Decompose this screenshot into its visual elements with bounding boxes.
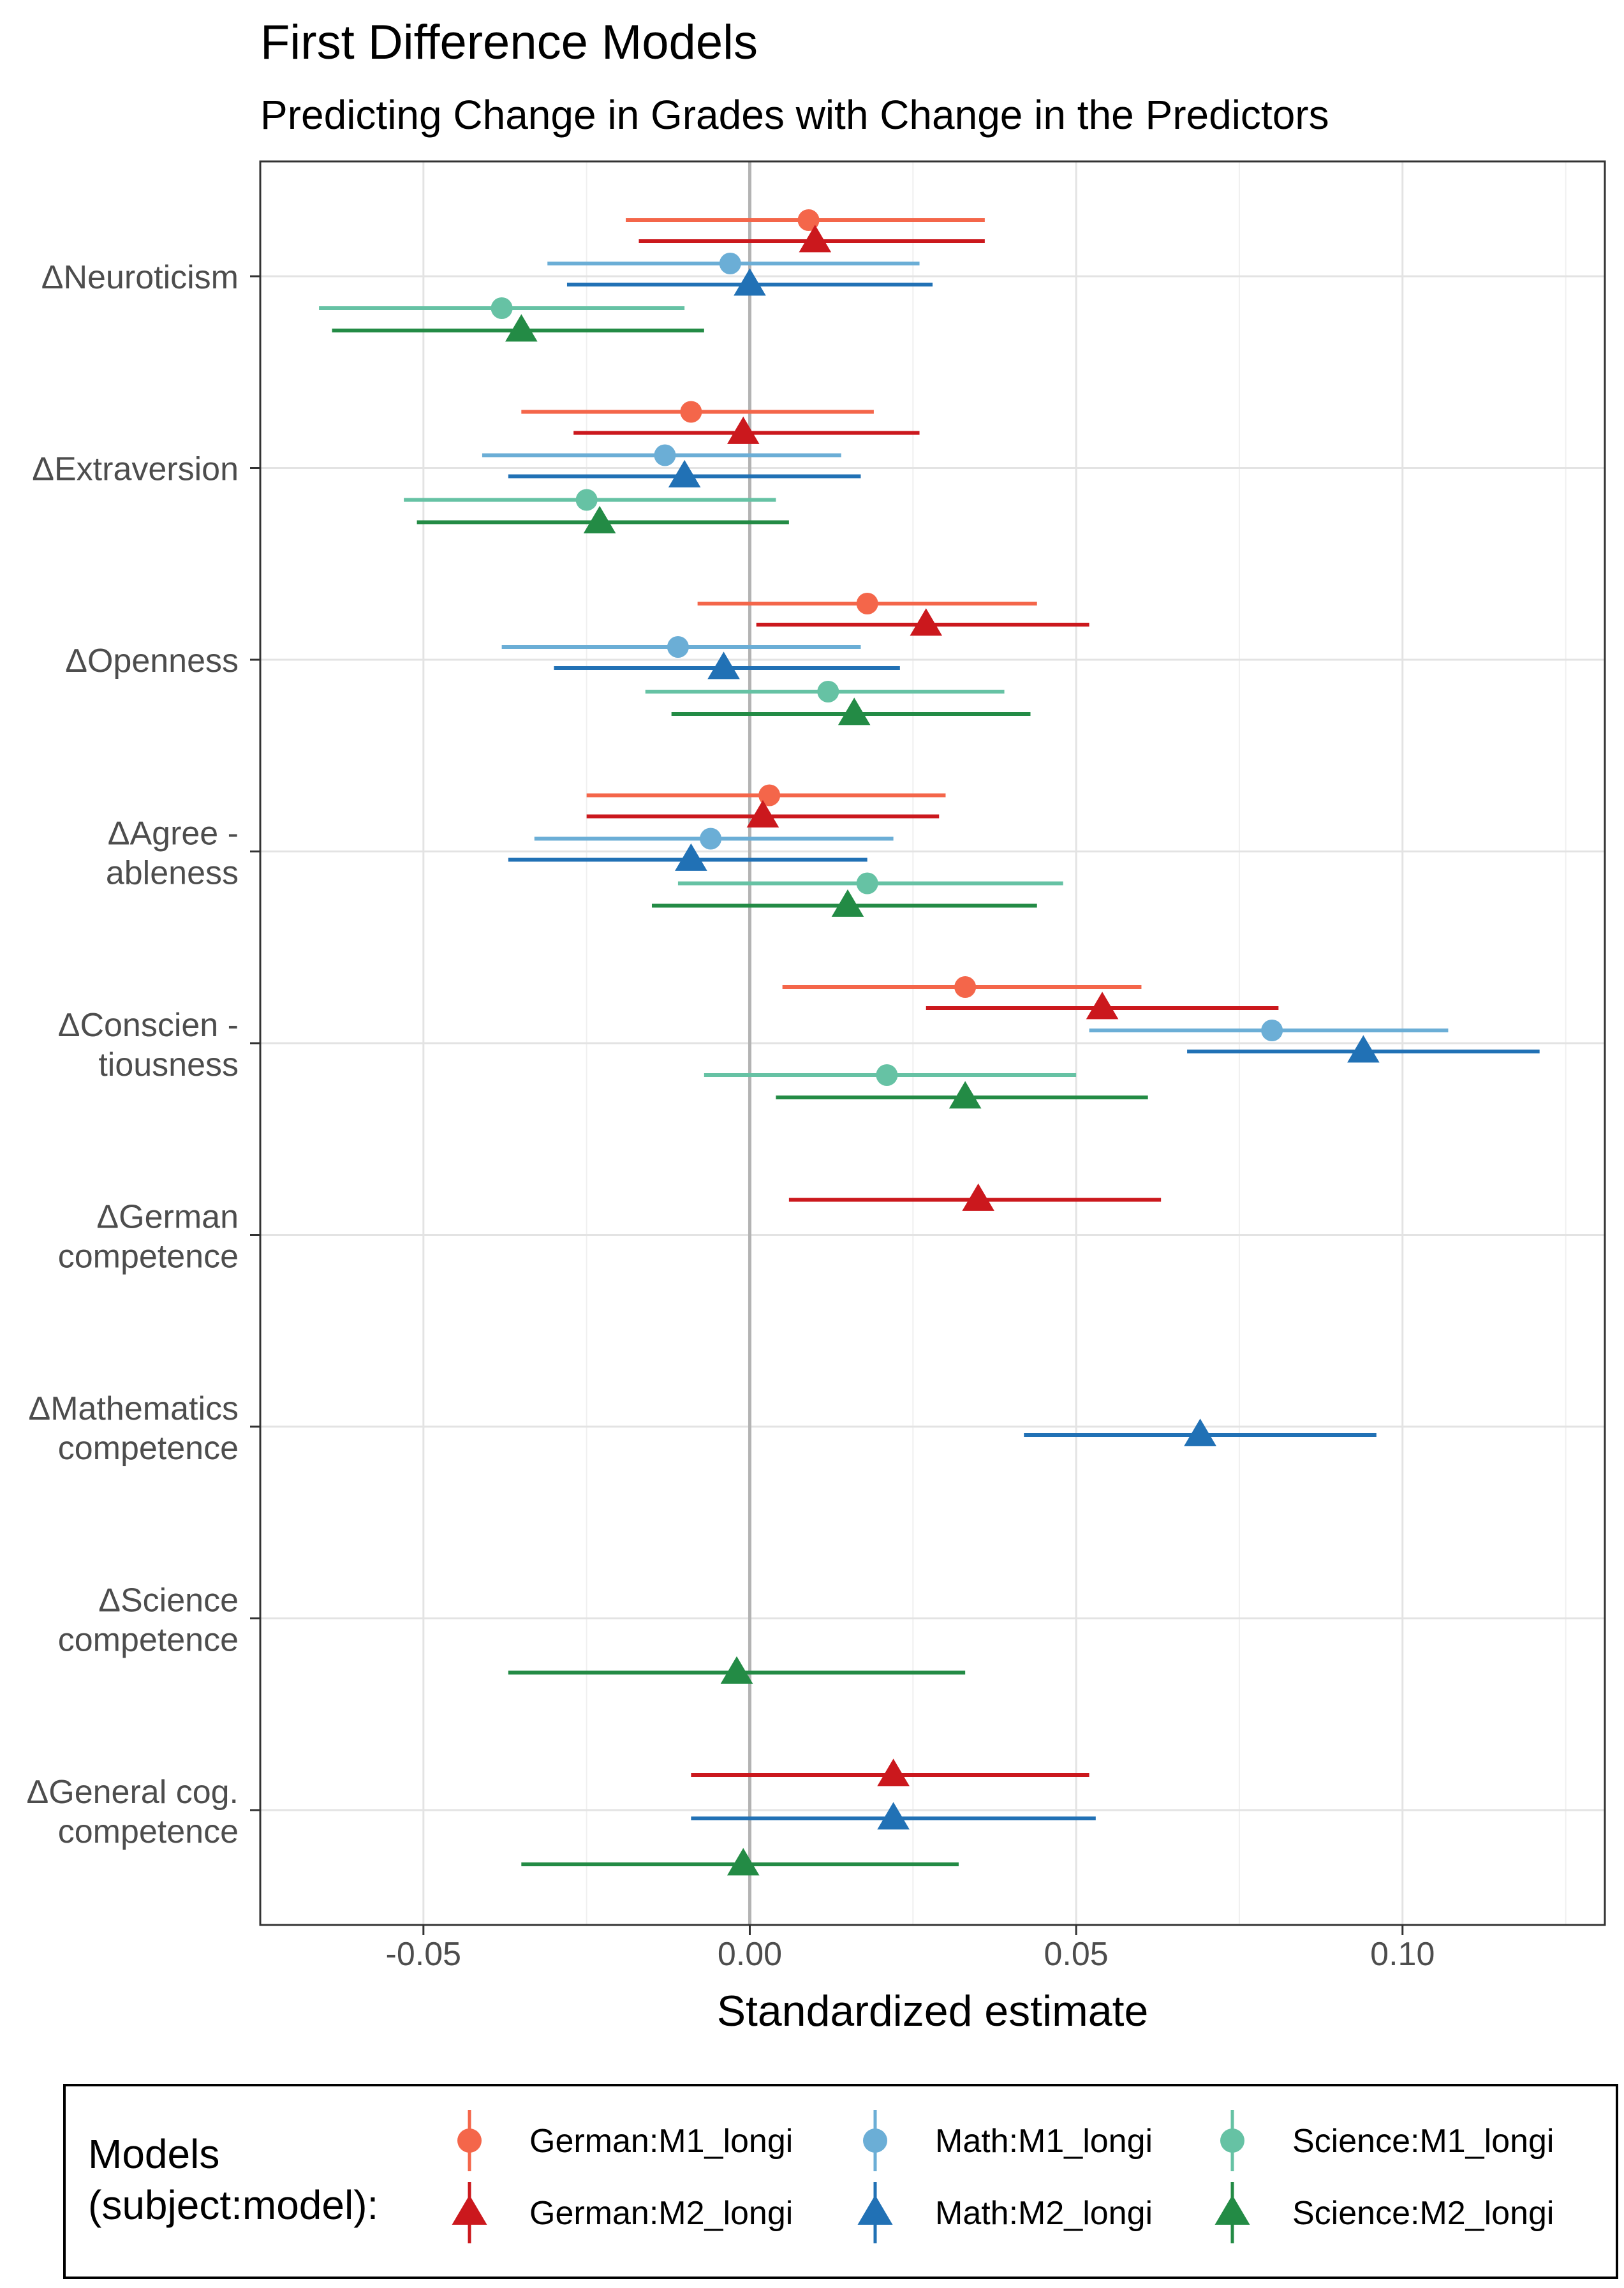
estimate-point <box>1086 992 1119 1020</box>
y-tick-label: ΔGeneral cog. <box>27 1774 239 1811</box>
y-tick-label: ΔNeuroticism <box>41 259 239 296</box>
estimate-point <box>949 1081 982 1109</box>
y-tick-label: ΔAgree - <box>108 815 239 852</box>
y-tick-label: ΔScience <box>98 1582 239 1619</box>
estimate-point <box>719 253 741 274</box>
legend-entry-label: Math:M1_longi <box>935 2123 1153 2160</box>
legend-entry-label: Math:M2_longi <box>935 2195 1153 2232</box>
legend-box <box>63 2084 1618 2279</box>
chart-subtitle: Predicting Change in Grades with Change … <box>260 92 1329 138</box>
axis-layer: -0.05 0.00 0.05 0.10 ΔNeuroticism ΔExtraversi… <box>27 259 1435 1973</box>
legend-key-circle <box>1220 2128 1244 2153</box>
estimate-point <box>1261 1020 1283 1041</box>
estimate-point <box>856 872 878 895</box>
estimate-point <box>962 1183 994 1211</box>
estimate-point <box>491 297 513 319</box>
estimate-point <box>654 444 676 466</box>
estimate-point <box>727 416 760 444</box>
estimate-point <box>877 1802 910 1830</box>
estimate-point <box>817 681 839 702</box>
y-tick-label: competence <box>58 1430 239 1467</box>
x-tick-label: 0.05 <box>1044 1936 1109 1973</box>
estimate-point <box>797 209 820 231</box>
y-tick-label: ΔOpenness <box>65 643 239 680</box>
legend-entry-label: German:M2_longi <box>529 2195 793 2232</box>
x-tick-label: 0.00 <box>718 1936 782 1973</box>
y-tick-label: ableness <box>106 855 239 892</box>
y-tick-label: competence <box>58 1238 239 1275</box>
legend-key-circle <box>863 2128 887 2153</box>
estimate-point <box>954 976 977 998</box>
estimate-point <box>758 784 781 806</box>
y-tick-label: competence <box>58 1622 239 1659</box>
estimate-point <box>877 1758 910 1787</box>
estimate-point <box>583 505 616 533</box>
data-layer <box>319 209 1540 1876</box>
estimate-point <box>720 1656 753 1684</box>
estimate-point <box>838 697 871 725</box>
legend-entry-label: Science:M1_longi <box>1292 2123 1554 2160</box>
y-tick-label: ΔExtraversion <box>32 451 239 488</box>
estimate-point <box>727 1848 760 1876</box>
x-tick-label: -0.05 <box>386 1936 462 1973</box>
x-tick-label: 0.10 <box>1370 1936 1435 1973</box>
legend-key-circle <box>457 2128 482 2153</box>
estimate-point <box>667 636 689 658</box>
legend-key-triangle <box>857 2195 893 2225</box>
legend-entry-label: German:M1_longi <box>529 2123 793 2160</box>
legend-title-line-2: (subject:model): <box>88 2182 378 2228</box>
estimate-point <box>1184 1418 1216 1446</box>
estimate-point <box>700 828 722 850</box>
estimate-point <box>675 843 707 871</box>
y-tick-label: ΔConscien - <box>58 1007 239 1044</box>
estimate-point <box>799 225 832 253</box>
estimate-point <box>876 1064 898 1086</box>
estimate-point <box>1347 1035 1380 1063</box>
legend-title-line-1: Models <box>88 2131 219 2177</box>
y-tick-label: tiousness <box>98 1046 239 1083</box>
estimate-point <box>505 314 538 342</box>
estimate-point <box>910 608 943 636</box>
estimate-point <box>856 593 878 614</box>
legend-entry-label: Science:M2_longi <box>1292 2195 1554 2232</box>
x-axis-title: Standardized estimate <box>717 1987 1149 2035</box>
estimate-point <box>746 799 779 828</box>
estimate-point <box>707 651 740 680</box>
estimate-point <box>734 268 766 296</box>
y-tick-label: competence <box>58 1813 239 1850</box>
estimate-point <box>831 889 864 917</box>
legend-key-triangle <box>1214 2195 1250 2225</box>
legend-key-triangle <box>452 2195 487 2225</box>
estimate-point <box>575 489 598 511</box>
legend-entries: German:M1_longi German:M2_longi Math:M1_lo… <box>452 2110 1554 2243</box>
estimate-point <box>680 401 702 423</box>
estimate-point <box>668 459 701 487</box>
grid-layer <box>260 161 1605 1925</box>
y-tick-label: ΔGerman <box>96 1199 239 1236</box>
chart-title: First Difference Models <box>260 15 758 70</box>
y-tick-label: ΔMathematics <box>29 1390 239 1427</box>
legend: Models (subject:model): German:M1_longiG… <box>63 2084 1618 2279</box>
